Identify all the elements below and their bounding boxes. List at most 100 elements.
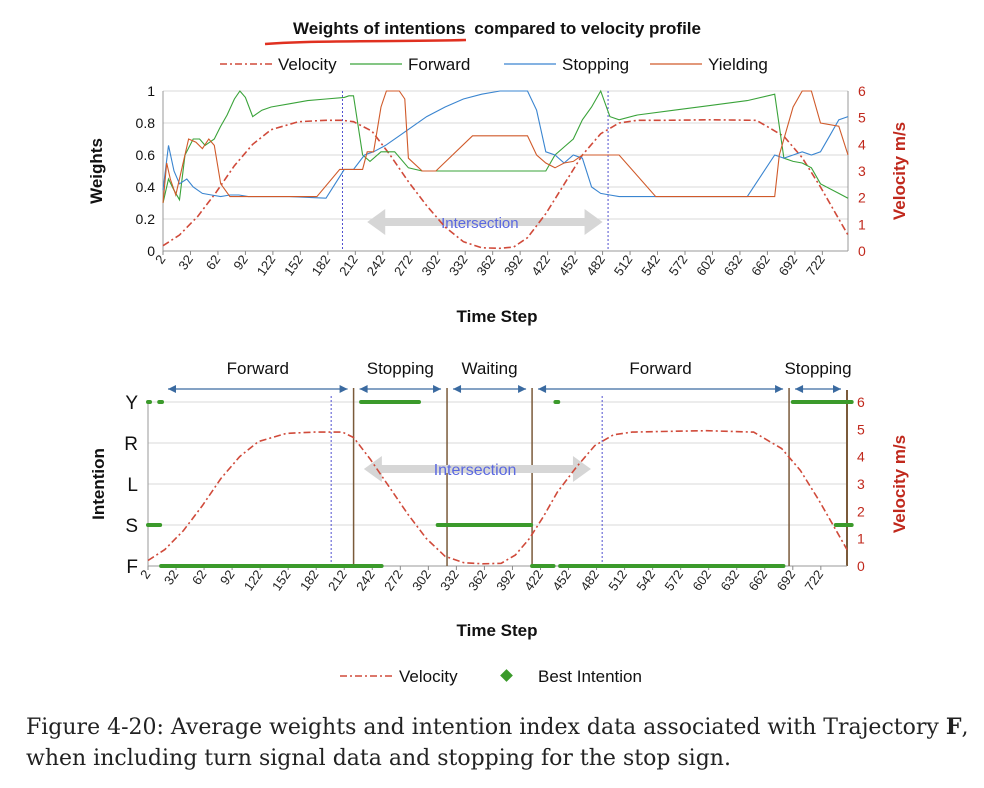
top-xtick-label: 632	[721, 252, 746, 278]
bottom-ytick-label: F	[126, 557, 138, 578]
top-xtick-label: 662	[748, 252, 773, 278]
top-xtick-label: 62	[203, 252, 224, 272]
bottom-intersection-arrow	[363, 456, 591, 482]
bottom-series-velocity	[147, 429, 848, 565]
top-xtick-label: 692	[776, 252, 801, 278]
top-xtick-label: 32	[175, 252, 196, 272]
bottom-xtick-label: 542	[633, 567, 658, 593]
top-xtick-label: 152	[281, 252, 306, 278]
phase-arrow-head-right	[433, 385, 442, 393]
top-y2-axis-title: Velocity m/s	[890, 122, 909, 220]
phase-label: Forward	[629, 359, 691, 378]
top-legend-label: Forward	[408, 55, 470, 74]
bottom-intersection-label: Intersection	[434, 462, 517, 479]
figure: Weights of intentions compared to veloci…	[87, 19, 909, 686]
bottom-y2tick-label: 5	[857, 421, 865, 437]
bottom-y-axis-title: Intention	[89, 448, 108, 520]
bottom-xtick-label: 242	[353, 567, 378, 593]
title-underline	[264, 38, 467, 46]
bottom-y2tick-label: 1	[857, 531, 865, 547]
phase-label: Forward	[227, 359, 289, 378]
bottom-xtick-label: 332	[437, 567, 462, 593]
bottom-y2tick-label: 6	[857, 394, 865, 410]
bottom-xtick-label: 692	[774, 567, 799, 593]
bottom-xtick-label: 122	[241, 567, 266, 593]
phase-arrow-head-right	[518, 385, 527, 393]
phase-arrow-head-left	[453, 385, 462, 393]
top-ytick-label: 0.2	[136, 211, 156, 227]
top-xtick-label: 362	[473, 252, 498, 278]
top-xtick-label: 182	[309, 252, 334, 278]
bottom-xtick-label: 182	[297, 567, 322, 593]
top-xtick-label: 572	[666, 252, 691, 278]
top-ytick-label: 0.4	[136, 179, 156, 195]
bottom-ytick-label: S	[125, 516, 138, 537]
top-xtick-label: 392	[501, 252, 526, 278]
bottom-xtick-label: 572	[661, 567, 686, 593]
phase-arrow-head-right	[833, 385, 841, 393]
phase-arrow-head-left	[359, 385, 368, 393]
top-xtick-label: 512	[611, 252, 636, 278]
top-intersection-arrow	[367, 209, 603, 235]
bottom-legend-swatch-best-intention	[500, 669, 513, 682]
top-xtick-label: 332	[446, 252, 471, 278]
bottom-legend-label: Best Intention	[538, 667, 642, 686]
phase-label: Waiting	[462, 359, 518, 378]
top-xtick-label: 92	[230, 252, 251, 272]
top-y2tick-label: 6	[858, 83, 866, 99]
bottom-y2tick-label: 2	[857, 503, 865, 519]
phase-arrow-head-left	[538, 385, 547, 393]
figure-caption: Figure 4-20: Average weights and intenti…	[26, 712, 976, 774]
caption-prefix: Figure 4-20: Average weights and intenti…	[26, 715, 939, 740]
bottom-xtick-label: 2	[137, 567, 153, 582]
bottom-xtick-label: 302	[409, 567, 434, 593]
bottom-xtick-label: 482	[577, 567, 602, 593]
top-series-stopping	[162, 90, 849, 199]
bottom-xtick-label: 722	[802, 567, 827, 593]
bottom-xtick-label: 362	[465, 567, 490, 593]
top-y2tick-label: 4	[858, 136, 866, 152]
top-y2tick-label: 3	[858, 163, 866, 179]
top-xtick-label: 122	[254, 252, 279, 278]
bottom-legend-label: Velocity	[399, 667, 458, 686]
top-series-yielding	[162, 90, 849, 204]
top-y2tick-label: 2	[858, 190, 866, 206]
caption-suffix: , when including turn signal data and st…	[26, 715, 969, 771]
top-ytick-label: 0.8	[136, 115, 156, 131]
top-xtick-label: 242	[364, 252, 389, 278]
top-x-axis-title: Time Step	[457, 307, 538, 326]
top-ytick-label: 1	[147, 83, 155, 99]
top-y2tick-label: 1	[858, 216, 866, 232]
top-series-velocity	[162, 118, 849, 250]
top-xtick-label: 722	[803, 252, 828, 278]
bottom-intersection-arrow-shape	[363, 456, 591, 482]
bottom-ytick-label: R	[124, 434, 138, 455]
phase-label: Stopping	[367, 359, 434, 378]
phase-arrow-head-right	[775, 385, 784, 393]
bottom-y2tick-label: 3	[857, 476, 865, 492]
bottom-xtick-label: 662	[745, 567, 770, 593]
top-xtick-label: 602	[693, 252, 718, 278]
top-ytick-label: 0.6	[136, 147, 156, 163]
top-legend-label: Velocity	[278, 55, 337, 74]
top-ytick-label: 0	[147, 243, 155, 259]
top-xtick-label: 422	[528, 252, 553, 278]
bottom-xtick-label: 632	[717, 567, 742, 593]
bottom-xtick-label: 152	[269, 567, 294, 593]
top-xtick-label: 212	[336, 252, 361, 278]
caption-bold: F	[945, 714, 962, 740]
top-series-forward	[162, 89, 849, 204]
bottom-xtick-label: 512	[605, 567, 630, 593]
top-xtick-label: 272	[391, 252, 416, 278]
bottom-xtick-label: 452	[549, 567, 574, 593]
top-chart-title: Weights of intentions compared to veloci…	[293, 19, 701, 38]
top-intersection-arrow-shape	[367, 209, 603, 235]
bottom-xtick-label: 602	[689, 567, 714, 593]
top-intersection-label: Intersection	[441, 215, 519, 232]
phase-arrow-head-left	[795, 385, 804, 393]
bottom-xtick-label: 62	[189, 567, 210, 587]
bottom-y2tick-label: 0	[857, 558, 865, 574]
phase-label: Stopping	[784, 359, 851, 378]
bottom-xtick-label: 392	[493, 567, 518, 593]
